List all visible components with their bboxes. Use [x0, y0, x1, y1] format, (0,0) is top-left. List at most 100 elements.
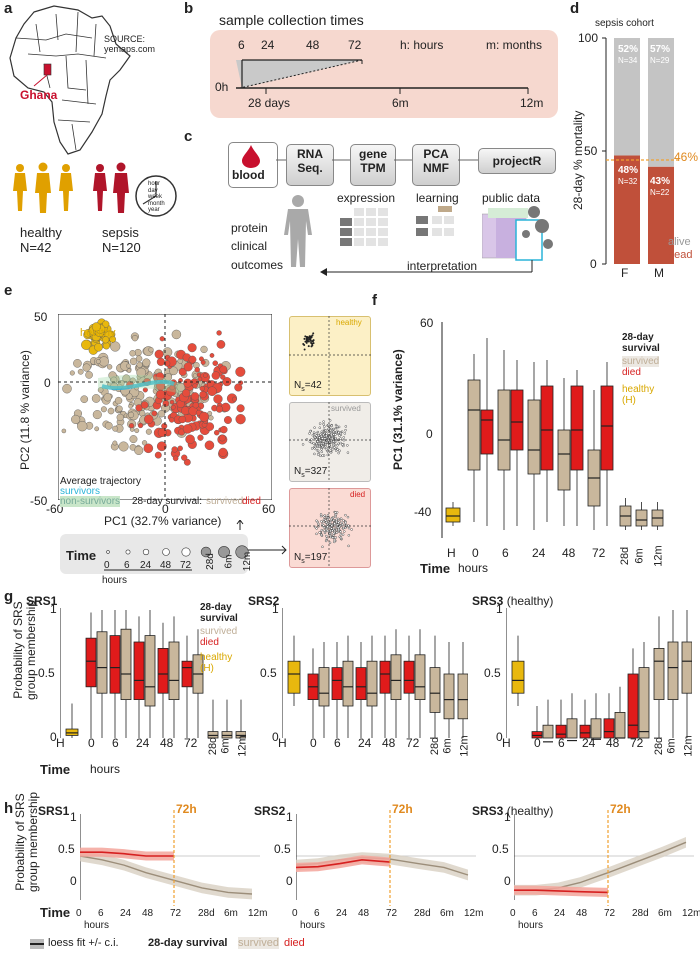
point-small-died: [339, 517, 343, 520]
healthy-group-label: healthy: [20, 225, 62, 240]
g-x-28d: 28d: [653, 736, 666, 756]
point-died: [187, 343, 197, 353]
h-loess-2: [296, 810, 476, 906]
blood-drop-icon: [242, 145, 260, 168]
g-x-6m: 6m: [665, 738, 678, 754]
g-x-6: 6: [112, 736, 119, 750]
f-xlabels: 0 6 24 48 72 28d 6m 12m: [440, 540, 670, 570]
point-survived: [169, 366, 178, 376]
point-survived: [126, 368, 132, 373]
g-x-72: 72: [406, 736, 420, 750]
f-x-0: 0: [472, 546, 479, 560]
f-dead-pct: 48%: [618, 165, 639, 176]
h-72h-marker: 72h: [610, 802, 631, 816]
nonsurvivors-label: non-survivors: [60, 496, 121, 507]
point-small-survived: [332, 430, 335, 434]
point-small-died: [335, 511, 339, 514]
h-x-48: 48: [576, 908, 588, 919]
projectr-label: projectR: [492, 154, 542, 168]
box: [614, 712, 626, 739]
pc1-ylabel: PC1 (31.1% variance): [391, 349, 405, 470]
point-died: [128, 423, 135, 429]
panel-a-label: a: [4, 0, 13, 17]
g-hours: hours: [90, 762, 121, 776]
time-arrows: [236, 520, 287, 555]
point-small-survived: [316, 453, 320, 456]
box: [96, 631, 108, 694]
point-small-survived: [344, 425, 348, 428]
point-small-survived: [317, 442, 321, 445]
box: [510, 389, 524, 451]
sub-survived-title: survived: [331, 404, 361, 413]
point-died: [192, 401, 200, 409]
point-died: [182, 388, 191, 398]
point-died: [183, 362, 193, 372]
point-survived: [77, 368, 84, 375]
time-legend-box: [60, 534, 248, 574]
point-died: [161, 423, 168, 430]
dead-legend: dead: [668, 249, 693, 261]
public-data-label: public data: [482, 191, 541, 205]
g-x-H: H: [278, 736, 287, 750]
point-survived: [157, 410, 166, 418]
f-ytick-60: 60: [420, 316, 434, 330]
point-small-survived: [313, 435, 316, 439]
h-x-0: 0: [510, 908, 516, 919]
box: [157, 648, 169, 694]
box: [355, 667, 367, 700]
n-sub: s: [301, 558, 305, 565]
point-died: [183, 458, 191, 466]
box: [366, 660, 378, 707]
subpanel-healthy: [289, 316, 371, 396]
g-x-48: 48: [606, 736, 620, 750]
point-died: [207, 386, 217, 396]
point-survived: [80, 395, 89, 404]
point-small-survived: [314, 445, 317, 449]
g-time-title: Time: [40, 762, 71, 777]
point-small-survived: [318, 422, 322, 425]
clock-labels: hour day week month year: [148, 181, 165, 214]
time-legend-dots: [104, 545, 249, 571]
point-died: [199, 411, 210, 422]
point-survived: [94, 426, 100, 432]
point-small-survived: [313, 452, 316, 456]
outcomes-label: outcomes: [231, 258, 284, 272]
point-small-healthy: [312, 332, 315, 335]
h-x-6: 6: [98, 908, 104, 919]
box: [221, 731, 233, 739]
box: [566, 718, 578, 739]
box: [144, 635, 156, 707]
protein-label: protein: [231, 221, 268, 235]
alive-legend: alive: [668, 236, 691, 248]
clock-hour: hour: [148, 181, 161, 187]
h-x-6m: 6m: [440, 908, 454, 919]
point-small-survived: [339, 431, 342, 435]
box: [600, 385, 614, 471]
g-ytick: 0.5: [260, 666, 277, 680]
h-ytick: 0: [70, 874, 77, 888]
sub-died-n: Ns=197: [294, 552, 327, 565]
point-survived: [129, 350, 136, 357]
sex-f-label: F: [621, 266, 629, 280]
tick-12m: 12m: [520, 96, 544, 110]
survival-legend-label: 28-day survival:: [132, 496, 203, 507]
point-small-survived: [331, 436, 334, 440]
point-survived: [62, 383, 72, 394]
point-small-died: [343, 530, 346, 533]
point-small-survived: [316, 445, 320, 449]
point-died: [181, 454, 188, 461]
sampling-timeline: [236, 59, 529, 94]
point-small-survived: [334, 440, 338, 443]
point-survived: [127, 411, 135, 418]
point-small-died: [344, 526, 347, 530]
g-ytick: 0: [496, 730, 503, 744]
point-small-survived: [327, 423, 331, 426]
point-died: [170, 404, 176, 410]
point-small-healthy: [305, 339, 308, 342]
point-small-died: [335, 531, 339, 534]
point-small-survived: [342, 439, 346, 442]
point-small-survived: [337, 442, 340, 446]
g-x-72: 72: [184, 736, 198, 750]
point-small-survived: [337, 425, 341, 429]
box: [570, 385, 584, 471]
